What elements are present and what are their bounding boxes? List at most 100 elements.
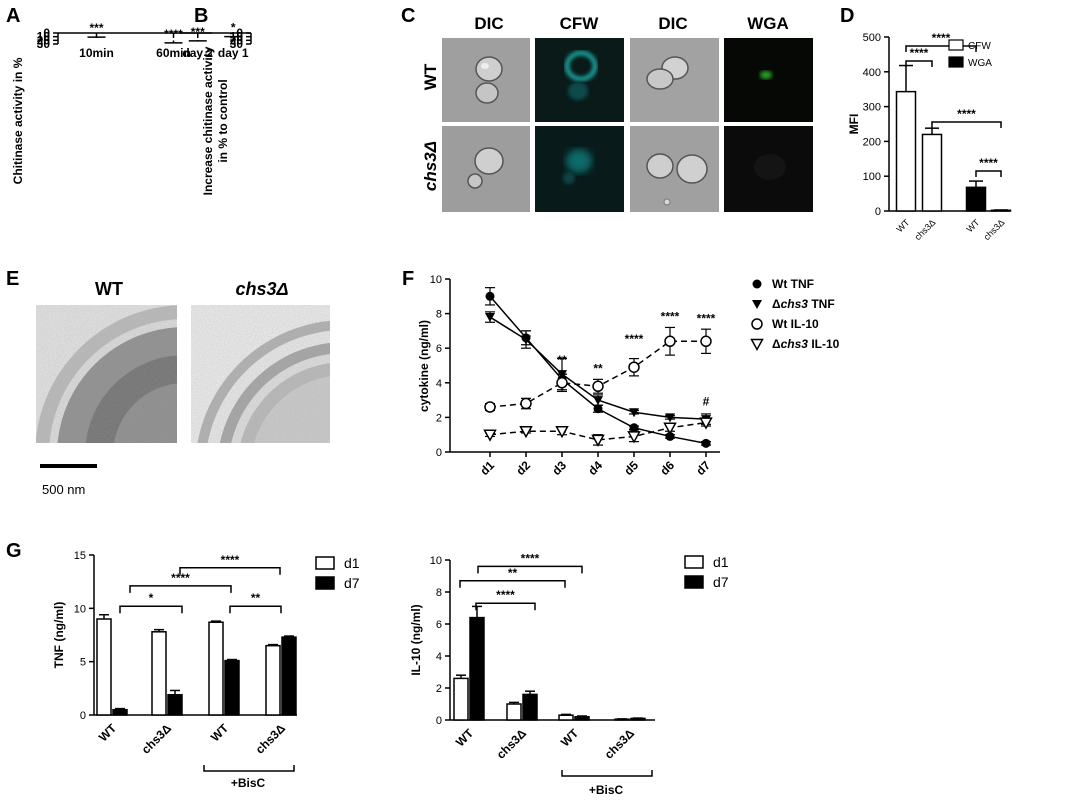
d-cmp-2-bracket [931, 121, 1002, 128]
panel-c: C DIC CFW DIC WGA WT chs3Δ [401, 5, 813, 212]
G1-plot-y-tick-label: 15 [74, 550, 86, 562]
data-point [699, 417, 713, 430]
bar-d1 [151, 631, 167, 716]
panel-f: F cytokine (ng/ml) 0 2 4 6 8 10 d1 d2 d3 d4 d5 d6 d7… [402, 268, 840, 478]
data-point [628, 361, 640, 373]
G1-plot-y-tick-label: 0 [80, 710, 86, 722]
G1-plot-cmp-3-bracket [179, 567, 281, 575]
G1-plot-y-tick-label: 10 [74, 603, 86, 615]
x-tick-label: chs3Δ [494, 726, 530, 762]
bisc-label-il10: +BisC [589, 783, 624, 797]
G2-plot-cmp-0-sig-label: **** [496, 588, 515, 602]
micrograph-wt-wga [724, 38, 813, 122]
legend-label-0: Wt TNF [772, 277, 814, 291]
cfw-bar [895, 90, 917, 212]
data-point [664, 335, 676, 348]
G1-plot-cmp-3-sig-label: **** [221, 553, 240, 567]
significance-label: ** [557, 353, 567, 367]
significance-label: * [231, 21, 236, 35]
panel-d-y-tick-label: 200 [863, 136, 881, 148]
legend-label-2: Wt IL-10 [772, 317, 819, 331]
panel-a-y-tick-label: 30 [37, 37, 51, 51]
G2-plot-y-tick-label: 8 [436, 587, 442, 599]
tem-image-wt [36, 305, 177, 443]
bar-d7 [469, 616, 485, 721]
panel-a-y-tick-label: 10 [37, 30, 51, 44]
micrograph-chs3-wga [724, 126, 813, 212]
bar-d1 [265, 644, 281, 716]
d-cmp-2-sig-label: **** [957, 107, 976, 121]
G2-plot-cmp-2-sig-label: **** [521, 551, 540, 565]
panel-d-y-tick-label: 400 [863, 67, 881, 79]
series-Δchs3-IL-10 [483, 417, 713, 447]
legend-label-cfw: CFW [968, 41, 991, 52]
G2-plot-y-tick-label: 6 [436, 619, 442, 631]
significance-label: # [703, 394, 710, 408]
legend-marker [752, 300, 762, 309]
G1-plot-cmp-1-bracket [229, 605, 282, 614]
panel-b: B Increase chitinase activity in % to co… [180, 5, 252, 195]
significance-label: *** [89, 21, 103, 35]
d-cmp-1-bracket [905, 45, 977, 52]
panel-d-y-tick-label: 100 [863, 171, 881, 183]
bisc-bracket [203, 765, 295, 772]
d-cmp-3-sig-label: **** [979, 156, 998, 170]
wga-bar [965, 186, 987, 212]
panel-e-label: E [6, 268, 19, 290]
significance-label: **** [697, 311, 716, 325]
G2-plot-y-tick-label: 4 [436, 651, 442, 663]
x-tick-label: chs3Δ [602, 726, 638, 762]
legend-marker [752, 279, 762, 289]
G2-plot-cmp-1-bracket [459, 580, 566, 588]
data-point [665, 413, 675, 423]
micrograph-wt-dic [442, 38, 530, 122]
x-tick-label: chs3Δ [253, 721, 289, 757]
data-point [592, 380, 604, 393]
x-tick-label: d6 [657, 458, 677, 478]
legend-label-3: Δchs3 IL-10 [772, 337, 840, 351]
G2-plot-y-tick-label: 0 [436, 715, 442, 727]
G2-plot-cmp-0-bracket [475, 602, 536, 611]
data-point [665, 431, 675, 441]
bar-d7 [574, 716, 590, 721]
tem-header-chs3: chs3Δ [235, 279, 288, 299]
series-Wt-IL-10 [484, 326, 712, 413]
bar-d7 [281, 636, 297, 716]
G2-plot-ylabel: IL-10 (ng/ml) [409, 604, 423, 675]
col-header-wga: WGA [747, 14, 789, 33]
data-point [627, 431, 641, 444]
bar-d7 [167, 693, 183, 716]
legend-label-d7: d7 [344, 575, 360, 591]
G2-plot-cmp-1-sig-label: ** [508, 566, 518, 580]
x-tick-label: WT [96, 721, 120, 745]
legend-label-wga: WGA [968, 58, 992, 69]
data-point [483, 429, 497, 442]
x-tick-label: d3 [549, 458, 569, 478]
panel-f-y-tick-label: 6 [436, 343, 442, 355]
col-header-dic-1: DIC [474, 14, 503, 33]
scale-bar-label: 500 nm [42, 482, 85, 497]
row-label-chs3: chs3Δ [421, 141, 440, 191]
bisc-label-tnf: +BisC [231, 776, 266, 790]
panel-b-ylabel-line2: in % to control [216, 79, 230, 162]
data-point [700, 335, 712, 348]
panel-f-label: F [402, 268, 414, 290]
G1-plot-cmp-1-sig-label: ** [251, 591, 261, 605]
x-tick-label: d7 [693, 458, 713, 478]
x-tick-label: chs3Δ [913, 217, 938, 242]
bisc-bracket [561, 770, 653, 777]
x-tick-label: WT [558, 726, 582, 750]
bar-d1 [558, 714, 574, 721]
legend-swatch-d7 [315, 576, 335, 590]
data-point [555, 425, 569, 439]
bar-d1 [506, 703, 522, 721]
x-tick-label: d4 [585, 458, 605, 478]
data-point [485, 291, 495, 301]
